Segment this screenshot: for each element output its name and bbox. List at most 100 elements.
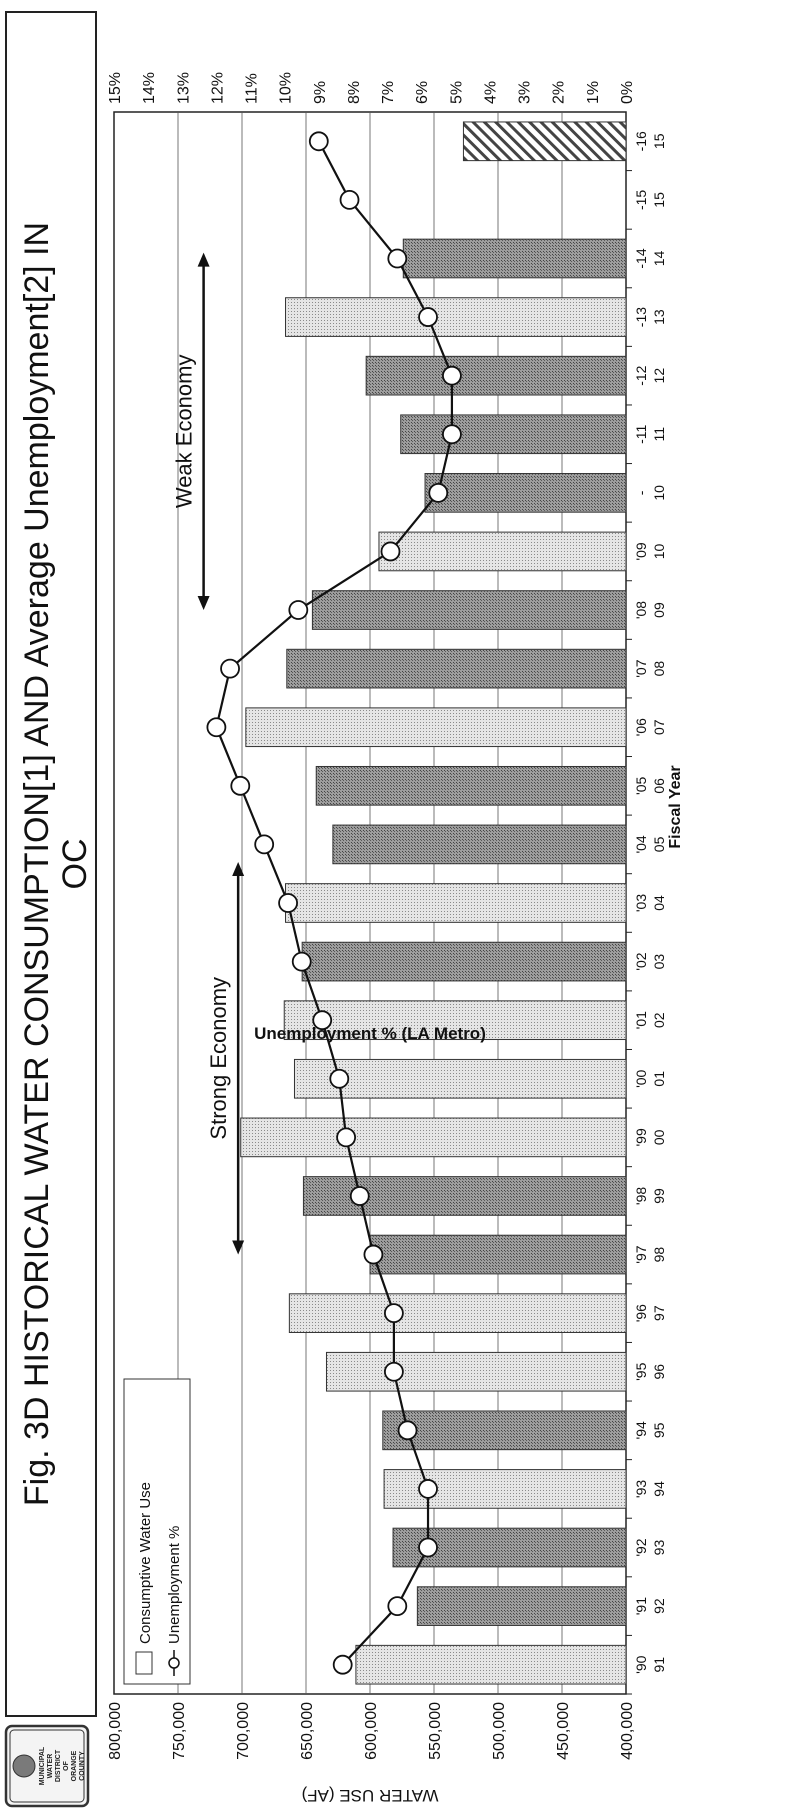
x-tick-label-bottom: 00 xyxy=(651,1129,667,1145)
x-tick-label-top: -14 xyxy=(633,248,649,268)
x-tick-label-bottom: 03 xyxy=(651,954,667,970)
left-axis-tick-label: 550,000 xyxy=(427,1702,444,1760)
left-axis-tick-label: 600,000 xyxy=(363,1702,380,1760)
logo-line-1: MUNICIPAL xyxy=(39,1746,46,1785)
x-tick-label-bottom: 10 xyxy=(651,485,667,501)
left-axis-tick-label: 750,000 xyxy=(171,1702,188,1760)
unemployment-point xyxy=(336,1127,357,1148)
y2-axis-label: Unemployment % (LA Metro) xyxy=(254,1024,486,1043)
bar-water-use xyxy=(301,941,627,982)
x-tick-label-bottom: 97 xyxy=(651,1305,667,1321)
right-axis-tick-label: 0% xyxy=(619,81,636,104)
bar-water-use xyxy=(332,824,627,865)
x-tick-label-bottom: 99 xyxy=(651,1188,667,1204)
arrowhead-left xyxy=(197,596,210,611)
x-tick-label-top: '95 xyxy=(633,1362,649,1380)
right-axis-tick-label: 13% xyxy=(175,72,192,104)
arrowhead-right xyxy=(232,861,245,876)
x-tick-label-top: '03 xyxy=(633,894,649,912)
right-axis-tick-label: 7% xyxy=(380,81,397,104)
bar-water-use xyxy=(424,473,627,513)
right-axis-tick-label: 8% xyxy=(346,81,363,104)
logo-line-2: WATER xyxy=(47,1754,54,1779)
x-tick-label-top: '90 xyxy=(633,1655,649,1673)
bar-water-use xyxy=(311,590,627,630)
x-tick-label-top: -16 xyxy=(633,131,649,151)
x-tick-label-bottom: 01 xyxy=(651,1071,667,1087)
bar-water-use xyxy=(365,355,627,396)
right-axis-tick-label: 1% xyxy=(585,81,602,104)
x-tick-label-top: '99 xyxy=(633,1128,649,1146)
left-axis-tick-label: 700,000 xyxy=(235,1702,252,1760)
left-axis-tick-label: 650,000 xyxy=(299,1702,316,1760)
unemployment-point xyxy=(418,1537,438,1558)
x-tick-label-top: '97 xyxy=(633,1245,649,1263)
right-axis-tick-label: 5% xyxy=(448,81,465,104)
legend-swatch-water xyxy=(135,1651,153,1675)
x-tick-label-top: '01 xyxy=(633,1011,649,1029)
unemployment-point xyxy=(254,834,275,855)
left-axis-tick-label: 500,000 xyxy=(491,1702,508,1760)
unemployment-point xyxy=(380,541,401,562)
mwdoc-logo: MUNICIPAL WATER DISTRICT OF ORANGE COUNT… xyxy=(4,1724,90,1808)
chart-title: Fig. 3D HISTORICAL WATER CONSUMPTION[1] … xyxy=(18,222,56,1506)
bars xyxy=(240,121,627,1685)
bar-water-use xyxy=(293,1058,627,1099)
unemployment-point xyxy=(442,365,462,386)
x-tick-label-top: '07 xyxy=(633,659,649,677)
bar-water-use xyxy=(283,1000,627,1041)
unemployment-point xyxy=(349,1186,370,1206)
bar-water-use xyxy=(392,1527,627,1568)
unemployment-point xyxy=(329,1068,350,1089)
x-tick-label-bottom: 09 xyxy=(651,602,667,618)
x-tick-label-top: '96 xyxy=(633,1304,649,1322)
x-tick-label-bottom: 98 xyxy=(651,1247,667,1263)
x-tick-label-top: - xyxy=(633,490,649,495)
unemployment-point xyxy=(291,951,312,972)
right-axis-tick-label: 2% xyxy=(551,81,568,104)
unemployment-point xyxy=(339,189,360,210)
logo-line-6: COUNTY xyxy=(79,1751,86,1781)
bar-water-use xyxy=(285,297,627,337)
unemployment-line xyxy=(206,131,462,1675)
x-tick-label-top: '06 xyxy=(633,718,649,736)
x-tick-label-top: '05 xyxy=(633,776,649,794)
unemployment-point xyxy=(278,893,298,913)
unemployment-point xyxy=(418,307,438,327)
unemployment-point xyxy=(383,1361,404,1382)
x-tick-label-top: '09 xyxy=(633,542,649,560)
bar-water-use xyxy=(416,1586,627,1626)
left-axis-tick-label: 400,000 xyxy=(619,1702,636,1760)
x-tick-label-bottom: 11 xyxy=(651,427,667,442)
bar-water-use xyxy=(369,1234,627,1275)
right-axis-tick-label: 4% xyxy=(482,81,499,104)
unemployment-point xyxy=(387,1596,408,1617)
bar-water-use xyxy=(245,707,627,748)
bar-water-use xyxy=(288,1293,627,1333)
x-tick-label-top: '04 xyxy=(633,835,649,853)
right-axis-ticks: 0% 1% 2% 3% 4% 5% 6% 7% 8% 9% 10% 11% 12% 13% 14% 15% xyxy=(107,72,636,104)
annotation-label: Weak Economy xyxy=(172,355,197,509)
bar-water-use xyxy=(240,1117,627,1158)
x-tick-label-bottom: 15 xyxy=(651,133,667,149)
annotation-label: Strong Economy xyxy=(206,977,231,1140)
x-tick-label-bottom: 14 xyxy=(651,250,667,266)
bar-water-use xyxy=(315,765,627,806)
x-tick-label-bottom: 08 xyxy=(651,661,667,677)
x-tick-label-bottom: 93 xyxy=(651,1540,667,1556)
x-tick-label-top: -15 xyxy=(633,190,649,210)
legend-marker-unemployment xyxy=(168,1657,180,1669)
chart-title-line-2: OC xyxy=(56,839,94,890)
right-axis-tick-label: 11% xyxy=(244,73,261,104)
bar-forecast xyxy=(462,121,627,162)
bar-water-use xyxy=(302,1176,627,1216)
bar-water-use xyxy=(325,1351,627,1392)
x-tick-label-bottom: 02 xyxy=(651,1012,667,1028)
unemployment-point xyxy=(428,482,449,503)
logo-line-3: DISTRICT xyxy=(55,1749,62,1782)
bar-water-use xyxy=(383,1469,627,1509)
x-tick-label-bottom: 06 xyxy=(651,778,667,794)
unemployment-point xyxy=(397,1420,418,1441)
x-tick-label-top: '98 xyxy=(633,1187,649,1205)
